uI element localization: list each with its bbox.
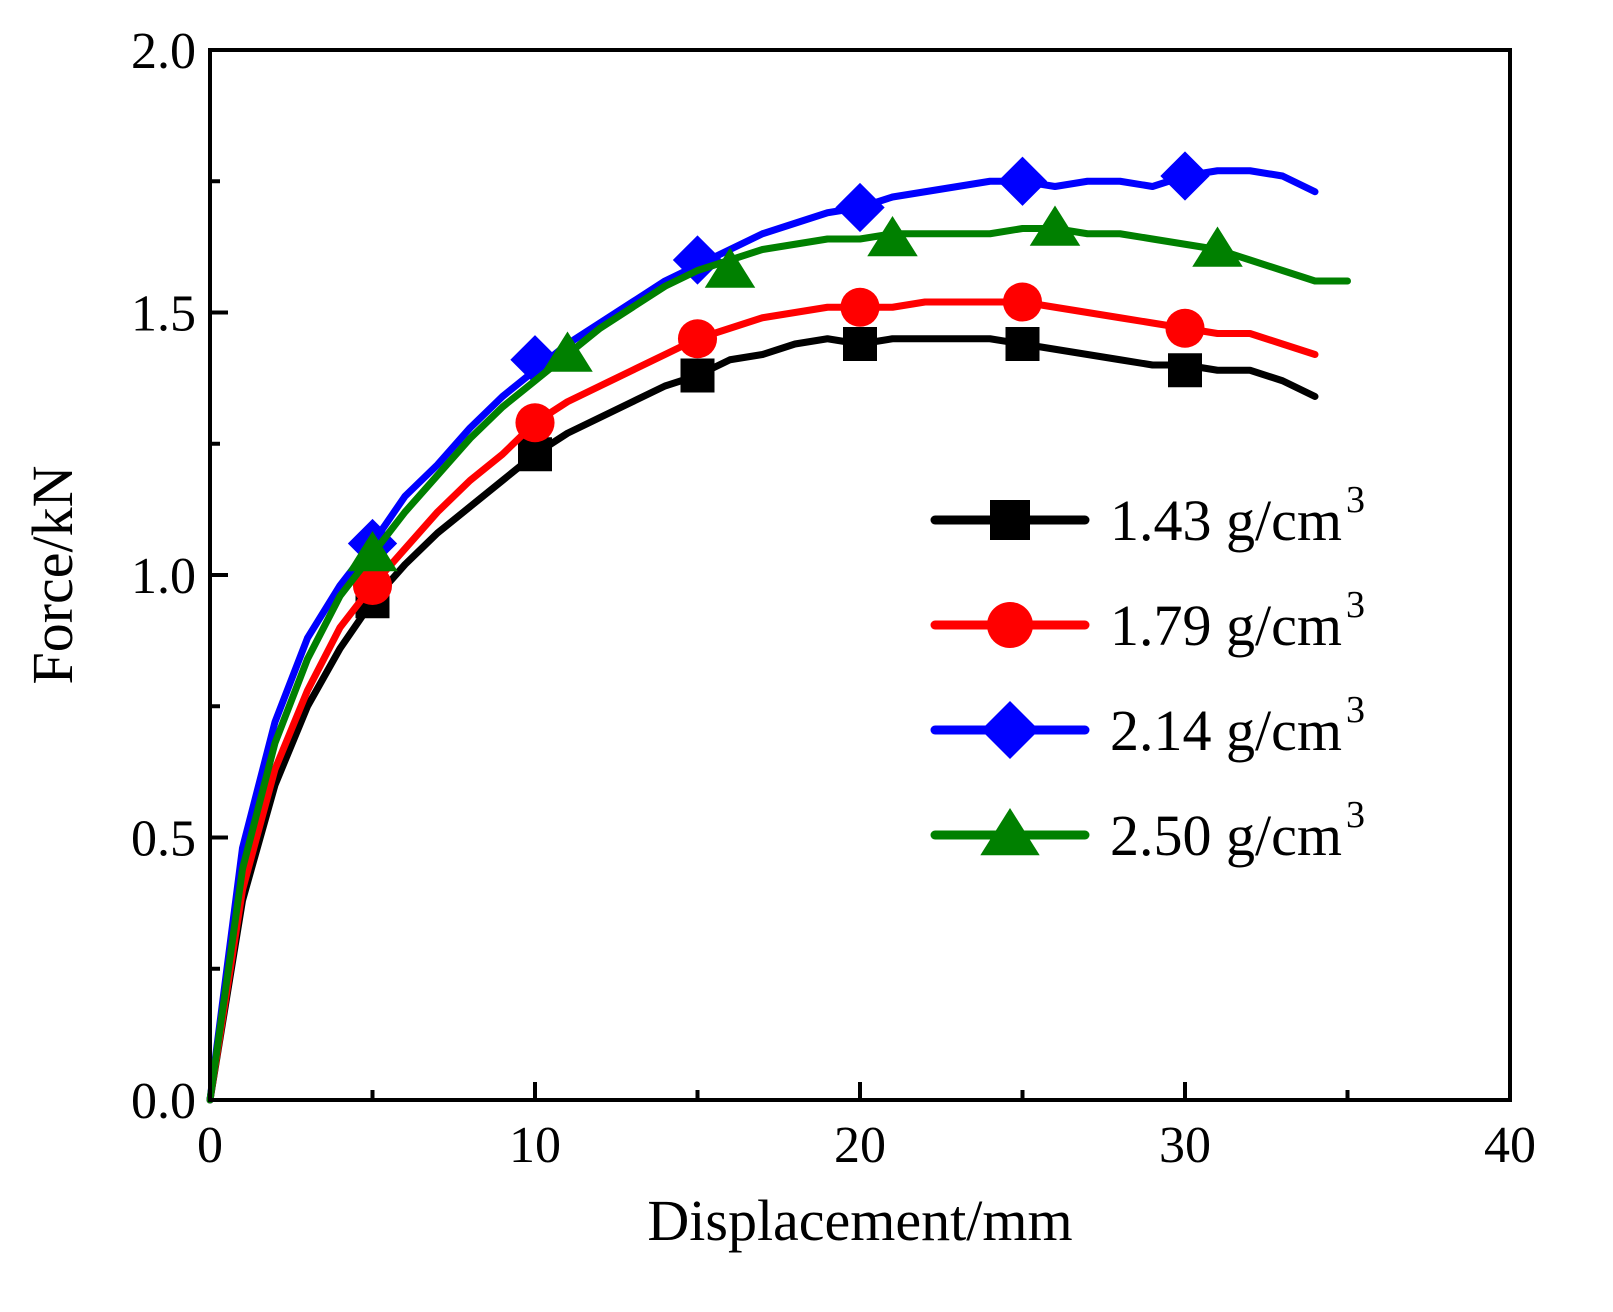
legend: 1.43 g/cm 31.79 g/cm 32.14 g/cm 32.50 g/cm 3 (930, 479, 1365, 868)
data-point-marker (843, 327, 877, 361)
y-tick-label: 1.0 (131, 548, 196, 605)
y-tick-label: 1.5 (131, 286, 196, 343)
x-tick-label: 30 (1159, 1117, 1211, 1174)
y-tick-label: 0.5 (131, 811, 196, 868)
series-line (206, 298, 1319, 1104)
legend-label: 1.79 g/cm (1110, 593, 1342, 658)
series-line (206, 167, 1319, 1104)
data-point-marker (672, 235, 723, 285)
data-point-marker (542, 331, 593, 372)
legend-label-superscript: 3 (1346, 689, 1365, 731)
series-line (206, 225, 1351, 1104)
legend-label: 2.14 g/cm (1110, 698, 1342, 763)
data-point-marker (997, 156, 1048, 206)
series-3 (206, 151, 1319, 1104)
data-point-marker (1192, 226, 1243, 267)
data-point-marker (352, 565, 393, 606)
x-tick-label: 20 (834, 1117, 886, 1174)
legend-swatch-marker (987, 602, 1033, 648)
data-point-marker (510, 335, 560, 385)
y-tick-label: 0.0 (131, 1073, 196, 1130)
x-tick-label: 10 (509, 1117, 561, 1174)
legend-label-superscript: 3 (1346, 479, 1365, 521)
legend-item: 1.79 g/cm 3 (930, 584, 1365, 658)
x-tick-label: 40 (1484, 1117, 1536, 1174)
y-axis-title: Force/kN (20, 465, 85, 684)
legend-item: 2.50 g/cm 3 (930, 794, 1365, 868)
legend-swatch-marker (990, 500, 1030, 540)
data-point-marker (840, 287, 880, 327)
series-2 (206, 282, 1319, 1104)
legend-item: 2.14 g/cm 3 (930, 689, 1365, 763)
data-point-marker (867, 216, 918, 257)
data-point-marker (835, 182, 885, 233)
legend-swatch-marker (980, 808, 1040, 856)
data-point-marker (677, 319, 718, 359)
x-axis-title: Displacement/mm (647, 1188, 1072, 1253)
series-line (206, 335, 1319, 1104)
legend-label: 1.43 g/cm (1110, 488, 1342, 553)
legend-swatch-marker (981, 701, 1039, 759)
data-point-marker (1160, 151, 1210, 201)
data-point-marker (680, 358, 715, 393)
series-4 (206, 205, 1351, 1104)
y-tick-label: 2.0 (131, 23, 196, 80)
series-layer (206, 151, 1351, 1104)
legend-label-superscript: 3 (1346, 794, 1365, 836)
data-point-marker (1029, 205, 1081, 246)
data-point-marker (1168, 353, 1202, 388)
legend-label-superscript: 3 (1346, 584, 1365, 626)
data-point-marker (1002, 282, 1043, 322)
legend-label: 2.50 g/cm (1110, 803, 1342, 868)
data-point-marker (704, 247, 756, 288)
x-tick-label: 0 (197, 1117, 223, 1174)
data-point-marker (1165, 308, 1205, 348)
data-point-marker (347, 531, 398, 572)
axis-ticks: 0 10 20 30 40 0.0 0.5 1.0 1.5 2.0 (131, 23, 1536, 1174)
series-1 (206, 327, 1319, 1104)
data-point-marker (1005, 327, 1040, 361)
data-point-marker (518, 437, 552, 472)
legend-item: 1.43 g/cm 3 (930, 479, 1365, 553)
data-point-marker (515, 403, 555, 443)
